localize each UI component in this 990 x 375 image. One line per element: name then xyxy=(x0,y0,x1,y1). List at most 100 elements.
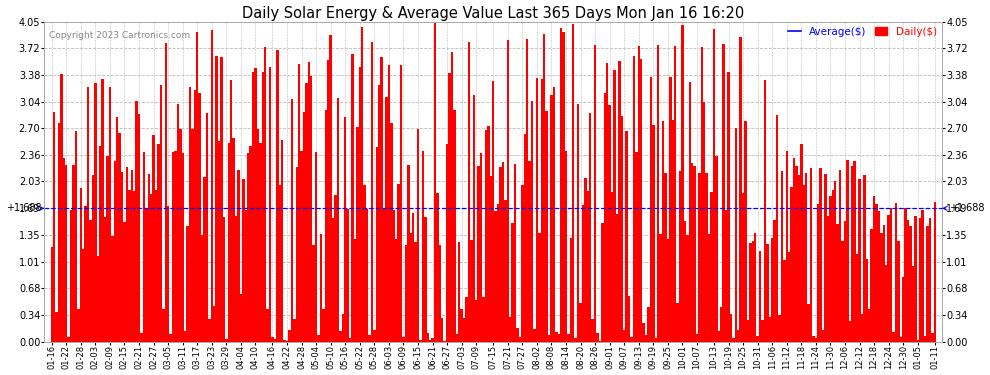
Bar xyxy=(890,208,892,342)
Bar xyxy=(783,260,785,342)
Bar xyxy=(636,152,638,342)
Bar xyxy=(701,47,703,342)
Bar xyxy=(676,303,679,342)
Bar xyxy=(718,332,720,342)
Bar xyxy=(790,187,793,342)
Bar xyxy=(228,142,230,342)
Bar xyxy=(902,277,905,342)
Bar xyxy=(763,80,766,342)
Bar xyxy=(308,62,310,342)
Bar xyxy=(681,25,684,342)
Bar xyxy=(800,144,803,342)
Bar xyxy=(424,217,427,342)
Text: +1.688: +1.688 xyxy=(943,203,984,213)
Bar xyxy=(905,208,907,342)
Bar xyxy=(353,239,356,342)
Bar xyxy=(283,340,286,342)
Bar xyxy=(827,216,830,342)
Bar xyxy=(269,67,271,342)
Bar xyxy=(803,185,805,342)
Bar xyxy=(189,87,191,342)
Bar xyxy=(919,218,922,342)
Bar xyxy=(332,218,335,342)
Bar xyxy=(167,206,169,342)
Bar xyxy=(490,176,492,342)
Bar xyxy=(470,240,472,342)
Bar xyxy=(346,209,348,342)
Bar xyxy=(909,226,912,342)
Bar xyxy=(754,232,756,342)
Bar xyxy=(211,30,213,342)
Bar xyxy=(266,309,269,342)
Bar xyxy=(892,332,895,342)
Bar xyxy=(146,208,148,342)
Bar xyxy=(737,330,740,342)
Bar xyxy=(463,318,465,342)
Bar xyxy=(594,45,596,342)
Bar xyxy=(348,338,351,342)
Bar xyxy=(375,147,378,342)
Bar xyxy=(261,72,264,342)
Text: +1.688: +1.688 xyxy=(6,203,44,213)
Bar xyxy=(776,115,778,342)
Bar xyxy=(251,72,254,342)
Bar xyxy=(50,246,52,342)
Bar xyxy=(742,193,744,342)
Bar xyxy=(820,168,822,342)
Bar xyxy=(62,158,65,342)
Bar xyxy=(273,339,276,342)
Bar xyxy=(815,338,817,342)
Bar xyxy=(218,141,221,342)
Bar xyxy=(817,204,820,342)
Bar xyxy=(711,192,713,342)
Bar xyxy=(116,117,119,342)
Bar xyxy=(342,314,345,342)
Bar xyxy=(644,335,647,342)
Bar xyxy=(57,123,60,342)
Bar xyxy=(922,210,924,342)
Bar xyxy=(793,158,795,342)
Bar xyxy=(271,337,273,342)
Bar xyxy=(256,129,259,342)
Bar xyxy=(385,97,388,342)
Bar xyxy=(206,114,208,342)
Bar xyxy=(485,130,487,342)
Bar xyxy=(497,204,499,342)
Bar xyxy=(842,241,843,342)
Bar xyxy=(87,87,89,342)
Bar xyxy=(509,317,512,342)
Bar xyxy=(152,135,154,342)
Bar xyxy=(397,183,400,342)
Bar xyxy=(164,43,167,342)
Bar xyxy=(552,87,555,342)
Bar xyxy=(664,173,666,342)
Bar xyxy=(582,205,584,342)
Bar xyxy=(715,156,718,342)
Bar xyxy=(514,164,516,342)
Bar xyxy=(526,39,529,342)
Bar xyxy=(327,60,330,342)
Bar xyxy=(72,165,75,342)
Bar xyxy=(235,216,238,342)
Bar xyxy=(345,117,346,342)
Bar xyxy=(157,144,159,342)
Bar xyxy=(771,238,773,342)
Bar xyxy=(865,260,868,342)
Bar xyxy=(895,203,897,342)
Bar xyxy=(788,252,790,342)
Bar xyxy=(92,175,94,342)
Bar xyxy=(356,127,358,342)
Legend: Average($), Daily($): Average($), Daily($) xyxy=(788,27,937,37)
Bar xyxy=(412,213,415,342)
Bar xyxy=(477,166,480,342)
Bar xyxy=(805,174,808,342)
Bar xyxy=(79,188,82,342)
Bar xyxy=(846,160,848,342)
Bar xyxy=(254,68,256,342)
Bar xyxy=(720,307,723,342)
Bar xyxy=(410,232,412,342)
Bar xyxy=(507,40,509,342)
Bar xyxy=(708,234,711,342)
Bar xyxy=(822,330,825,342)
Bar xyxy=(124,222,126,342)
